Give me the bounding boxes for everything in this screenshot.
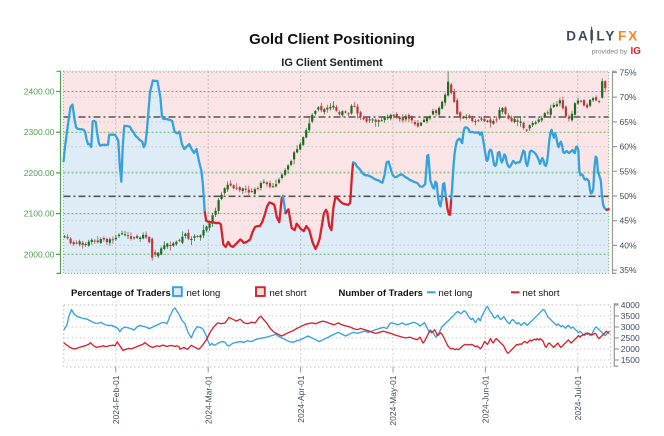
svg-text:IG Client Sentiment: IG Client Sentiment — [281, 57, 383, 69]
svg-text:1500: 1500 — [621, 355, 640, 365]
svg-text:2000.00: 2000.00 — [24, 249, 55, 259]
svg-text:Gold Client Positioning: Gold Client Positioning — [249, 31, 415, 48]
svg-text:55%: 55% — [620, 166, 637, 176]
svg-text:IG: IG — [631, 46, 642, 57]
svg-text:2000: 2000 — [621, 344, 640, 354]
svg-text:3000: 3000 — [621, 322, 640, 332]
svg-text:net long: net long — [439, 288, 473, 299]
svg-text:75%: 75% — [620, 68, 637, 78]
svg-text:2300.00: 2300.00 — [24, 127, 55, 137]
svg-text:2400.00: 2400.00 — [24, 87, 55, 97]
svg-text:65%: 65% — [620, 117, 637, 127]
svg-text:2500: 2500 — [621, 333, 640, 343]
svg-text:50%: 50% — [620, 191, 637, 201]
svg-text:45%: 45% — [620, 216, 637, 226]
svg-text:2024-Jun-01: 2024-Jun-01 — [481, 375, 491, 423]
svg-text:LY: LY — [596, 28, 616, 43]
svg-text:2024-Mar-01: 2024-Mar-01 — [203, 375, 213, 424]
svg-text:provided by: provided by — [592, 48, 628, 55]
svg-text:2024-Jul-01: 2024-Jul-01 — [573, 375, 583, 420]
svg-text:2024-May-01: 2024-May-01 — [388, 375, 398, 425]
svg-text:35%: 35% — [620, 265, 637, 275]
svg-text:2024-Apr-01: 2024-Apr-01 — [296, 375, 306, 423]
svg-text:Number of Traders: Number of Traders — [339, 288, 423, 299]
svg-text:net short: net short — [270, 288, 307, 299]
svg-text:2100.00: 2100.00 — [24, 209, 55, 219]
svg-text:4000: 4000 — [621, 300, 640, 310]
svg-text:70%: 70% — [620, 92, 637, 102]
svg-text:Percentage of Traders: Percentage of Traders — [71, 288, 171, 299]
svg-text:2200.00: 2200.00 — [24, 168, 55, 178]
svg-text:DA: DA — [566, 28, 590, 43]
svg-text:2024-Feb-01: 2024-Feb-01 — [111, 375, 121, 424]
svg-text:net short: net short — [523, 288, 560, 299]
svg-text:40%: 40% — [620, 240, 637, 250]
svg-text:net long: net long — [187, 288, 221, 299]
svg-text:60%: 60% — [620, 142, 637, 152]
svg-text:FX: FX — [618, 28, 639, 43]
svg-text:3500: 3500 — [621, 311, 640, 321]
